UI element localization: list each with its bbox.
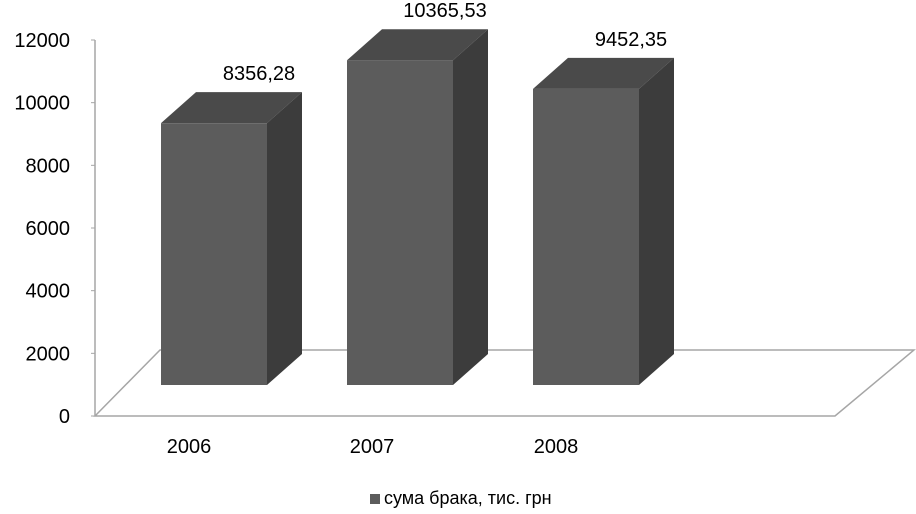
x-tick-label: 2007 — [350, 436, 395, 458]
floor-plane — [93, 349, 916, 417]
bar — [533, 57, 674, 386]
y-tick-label: 8000 — [26, 155, 71, 177]
bar-front — [533, 88, 639, 386]
bar — [347, 29, 488, 386]
data-label: 10365,53 — [403, 0, 486, 22]
chart-floor — [93, 349, 916, 417]
y-tick-label: 4000 — [26, 281, 71, 303]
bar-top — [161, 92, 302, 124]
y-tick-label: 10000 — [14, 93, 70, 115]
bar-front — [347, 60, 453, 386]
y-tick-label: 0 — [59, 406, 70, 428]
bar-side — [267, 92, 302, 385]
x-tick-label: 2008 — [534, 436, 579, 458]
legend: сума брака, тис. грн — [370, 488, 552, 508]
bar-top — [533, 57, 674, 89]
y-tick-label: 12000 — [14, 30, 70, 52]
bar-top — [347, 29, 488, 61]
data-labels: 8356,28 10365,53 9452,35 — [223, 0, 667, 85]
bar-series — [161, 29, 674, 386]
bar-front — [161, 123, 267, 385]
y-axis: 0 2000 4000 6000 8000 10000 12000 — [14, 30, 96, 428]
x-axis-labels: 2006 2007 2008 — [167, 436, 579, 458]
legend-marker — [370, 494, 380, 504]
data-label: 8356,28 — [223, 63, 295, 85]
x-tick-label: 2006 — [167, 436, 212, 458]
legend-label: сума брака, тис. грн — [384, 488, 552, 508]
bar-side — [639, 57, 674, 386]
y-tick-label: 2000 — [26, 343, 71, 365]
y-tick-label: 6000 — [26, 218, 71, 240]
data-label: 9452,35 — [595, 29, 667, 51]
bar-side — [453, 29, 488, 386]
bar — [161, 92, 302, 385]
